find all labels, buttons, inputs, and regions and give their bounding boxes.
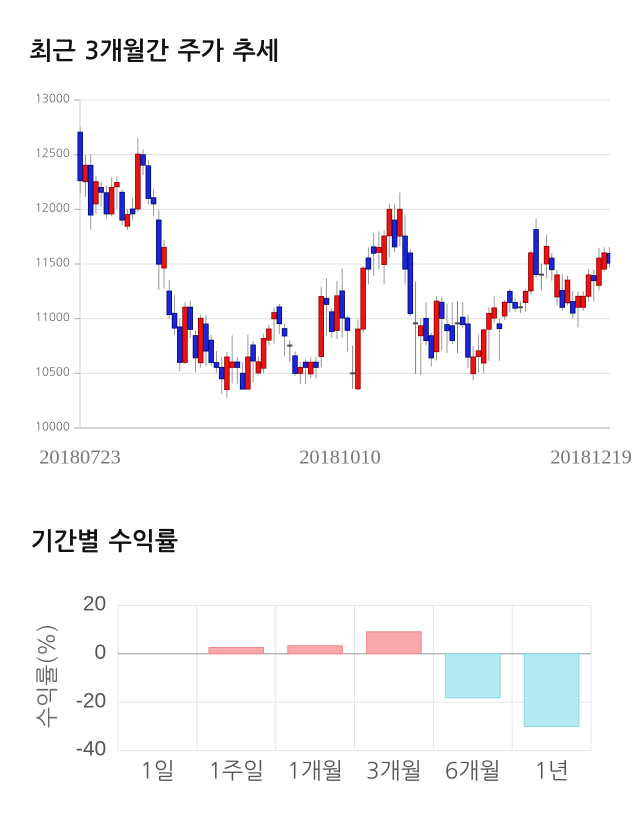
- svg-text:20180723: 20180723: [39, 447, 121, 469]
- svg-text:-20: -20: [76, 689, 106, 712]
- svg-text:20181219: 20181219: [550, 447, 632, 469]
- svg-text:0: 0: [95, 641, 107, 664]
- svg-text:20: 20: [83, 593, 106, 616]
- svg-text:20181010: 20181010: [299, 447, 381, 469]
- svg-text:-40: -40: [76, 738, 106, 761]
